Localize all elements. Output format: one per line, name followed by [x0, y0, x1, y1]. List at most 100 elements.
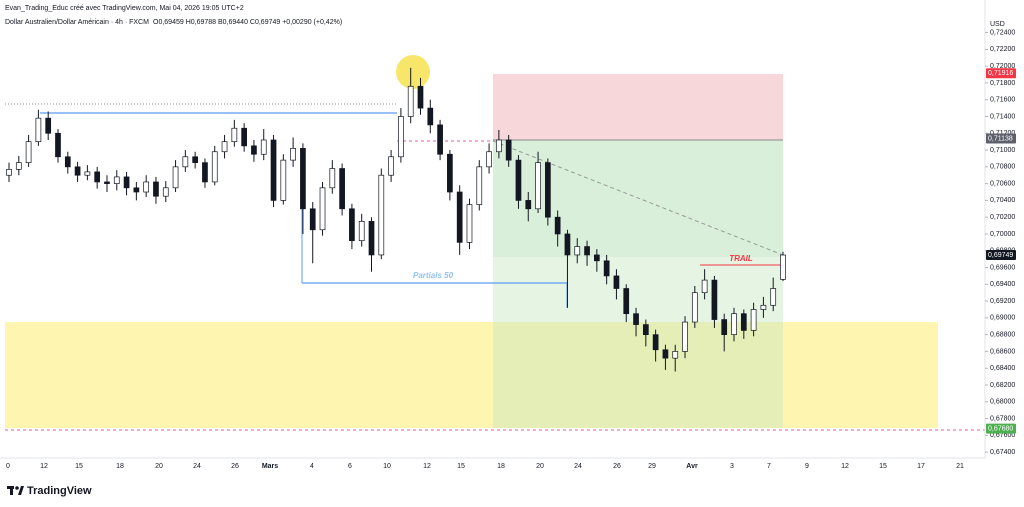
- y-tick-label: 0,68600: [990, 348, 1015, 355]
- candle-body: [535, 162, 541, 210]
- x-tick-label: 7: [767, 463, 771, 470]
- candle-body: [388, 156, 394, 176]
- y-tick-label: 0,68000: [990, 399, 1015, 406]
- x-tick-label: 24: [574, 463, 582, 470]
- y-tick-label: 0,70400: [990, 197, 1015, 204]
- x-tick-label: 18: [116, 463, 124, 470]
- y-tick-label: 0,67600: [990, 432, 1015, 439]
- candle-body: [623, 288, 630, 315]
- candle-body: [349, 208, 355, 242]
- candle-body: [427, 107, 434, 126]
- price-badge-label: 0,69749: [988, 252, 1013, 259]
- candle-body: [584, 246, 590, 256]
- candle-body: [740, 313, 747, 331]
- y-tick-label: 0,71000: [990, 147, 1015, 154]
- y-tick-label: 0,68200: [990, 382, 1015, 389]
- price-badge: [986, 68, 1016, 79]
- candle-body: [398, 116, 404, 158]
- candle-body: [55, 132, 61, 158]
- x-tick-label: 12: [423, 463, 431, 470]
- x-tick-label: 6: [348, 463, 352, 470]
- y-tick-label: 0,68400: [990, 365, 1015, 372]
- candle-body: [368, 221, 375, 256]
- candle-body: [123, 176, 130, 189]
- candle-body: [104, 181, 110, 184]
- x-tick-label: 18: [497, 463, 505, 470]
- candle-body: [270, 139, 277, 201]
- candle-body: [202, 162, 208, 183]
- candle-body: [701, 279, 708, 294]
- candle-body: [456, 191, 463, 243]
- candle-body: [133, 187, 140, 193]
- x-tick-label: 20: [155, 463, 163, 470]
- candle-body: [280, 159, 287, 201]
- x-tick-label: 15: [879, 463, 887, 470]
- y-tick-label: 0,70600: [990, 180, 1015, 187]
- stop-zone: [493, 74, 783, 140]
- candle-body: [750, 309, 757, 331]
- candle-body: [251, 145, 257, 155]
- candle-body: [35, 117, 42, 143]
- candle-body: [25, 141, 32, 163]
- candle-body: [241, 127, 247, 147]
- candle-body: [633, 313, 639, 325]
- price-badge: [986, 423, 1016, 434]
- y-tick-label: 0,71800: [990, 80, 1015, 87]
- price-badge-label: 0,71916: [988, 70, 1013, 77]
- candle-body: [221, 141, 228, 153]
- candle-body: [545, 162, 551, 218]
- y-tick-label: 0,70800: [990, 164, 1015, 171]
- candle-body: [182, 156, 189, 168]
- candle-body: [613, 275, 620, 289]
- y-tick-label: 0,69600: [990, 264, 1015, 271]
- x-tick-label: 29: [648, 463, 656, 470]
- x-tick-label: 17: [917, 463, 925, 470]
- x-tick-label: 24: [193, 463, 201, 470]
- candle-body: [231, 127, 238, 143]
- partials-label: Partials 50: [413, 271, 454, 280]
- candle-body: [211, 151, 218, 183]
- y-tick-label: 0,72200: [990, 46, 1015, 53]
- candle-body: [309, 208, 316, 231]
- y-tick-label: 0,69200: [990, 298, 1015, 305]
- x-tick-label: 10: [383, 463, 391, 470]
- x-tick-label: Avr: [686, 463, 698, 470]
- logo: [7, 486, 24, 495]
- y-tick-label: 0,68800: [990, 331, 1015, 338]
- candle-body: [760, 304, 767, 310]
- y-tick-label: 0,71600: [990, 97, 1015, 104]
- candle-body: [84, 171, 91, 176]
- trail-label: TRAIL: [729, 254, 753, 263]
- x-tick-label: 3: [730, 463, 734, 470]
- price-badge: [986, 133, 1016, 144]
- price-badge-label: 0,67680: [988, 425, 1013, 432]
- y-tick-label: 0,72000: [990, 63, 1015, 70]
- candle-body: [525, 200, 532, 210]
- candle-body: [64, 156, 71, 168]
- demand-zone: [5, 322, 938, 428]
- y-tick-label: 0,69000: [990, 315, 1015, 322]
- y-tick-label: 0,67400: [990, 449, 1015, 456]
- x-tick-label: 9: [805, 463, 809, 470]
- candle-body: [672, 351, 679, 359]
- candle-body: [358, 221, 365, 242]
- candle-body: [770, 288, 777, 306]
- x-tick-label: 26: [613, 463, 621, 470]
- y-tick-label: 0,70200: [990, 214, 1015, 221]
- candle-body: [554, 216, 561, 235]
- candle-body: [74, 166, 81, 176]
- ohlc: O0,69459 H0,69788 B0,69440 C0,69749 +0,0…: [153, 19, 342, 26]
- candle-body: [721, 319, 728, 336]
- candle-body: [593, 254, 600, 262]
- candle-body: [476, 166, 483, 205]
- x-tick-label: 15: [75, 463, 83, 470]
- candle-body: [496, 139, 502, 153]
- candle-body: [300, 148, 306, 210]
- candle-body: [45, 117, 52, 134]
- price-badge-label: 0,71138: [988, 135, 1013, 142]
- candle-body: [143, 181, 150, 193]
- candle-body: [486, 151, 492, 168]
- candle-body: [437, 124, 443, 155]
- candle-body: [172, 166, 179, 189]
